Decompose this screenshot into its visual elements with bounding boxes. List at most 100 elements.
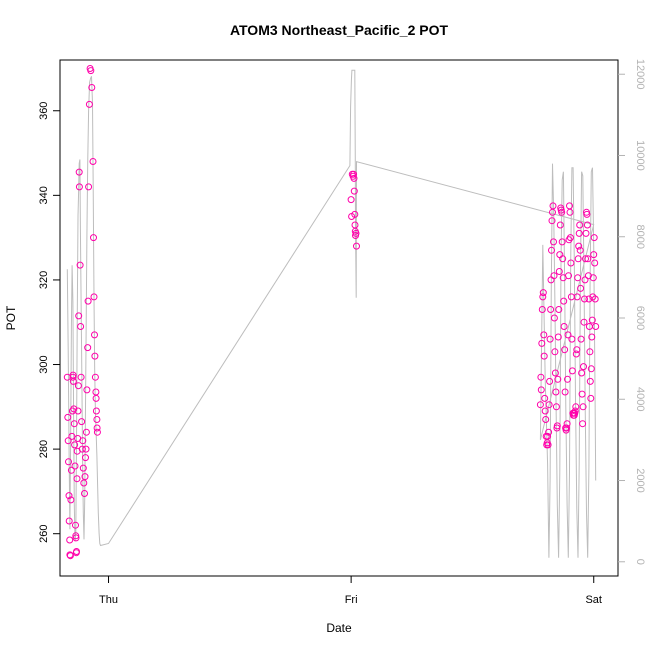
- data-point: [81, 490, 88, 497]
- data-point: [92, 388, 100, 396]
- data-point: [546, 377, 554, 385]
- x-tick-label: Thu: [99, 594, 118, 606]
- data-point: [75, 312, 83, 320]
- x-axis-label: Date: [326, 621, 352, 635]
- data-point: [559, 255, 567, 263]
- data-point: [350, 170, 358, 178]
- x-tick-label: Sat: [585, 594, 602, 606]
- data-point: [73, 475, 81, 483]
- data-point: [66, 536, 74, 544]
- data-point: [83, 386, 91, 394]
- data-point: [577, 335, 585, 343]
- y-tick-label: 300: [38, 355, 50, 373]
- y-tick-label: 340: [38, 186, 50, 204]
- data-point: [551, 369, 559, 377]
- y2-tick-label: 10000: [634, 140, 646, 171]
- data-point: [67, 466, 75, 474]
- data-point: [84, 297, 92, 305]
- data-point: [583, 221, 591, 229]
- data-point: [560, 323, 568, 330]
- data-point: [89, 158, 97, 165]
- data-point: [575, 229, 583, 237]
- plot-frame: [59, 59, 619, 577]
- data-point: [586, 348, 594, 356]
- data-point: [69, 377, 77, 385]
- data-point: [541, 407, 549, 415]
- data-point: [580, 363, 587, 371]
- data-point: [91, 373, 99, 381]
- y-axis: 260 280 300 320 340 360: [38, 102, 60, 543]
- data-point: [92, 394, 100, 402]
- data-point: [574, 274, 582, 282]
- data-point: [65, 458, 72, 466]
- data-point: [72, 534, 80, 542]
- data-point: [568, 335, 576, 343]
- data-point: [539, 289, 547, 297]
- data-point: [90, 234, 97, 242]
- y2-tick-label: 6000: [634, 306, 646, 330]
- data-point: [81, 473, 89, 481]
- data-point: [71, 462, 79, 470]
- data-point: [537, 373, 545, 381]
- data-point: [550, 272, 558, 280]
- data-point: [556, 251, 564, 259]
- x-axis: Thu Fri Sat: [99, 576, 602, 606]
- data-point: [566, 208, 574, 216]
- data-point: [583, 210, 591, 218]
- x-tick-label: Fri: [345, 594, 358, 606]
- data-point: [561, 388, 569, 396]
- data-point: [577, 284, 585, 292]
- data-point: [579, 403, 587, 411]
- data-point: [592, 323, 600, 330]
- data-point: [548, 246, 555, 254]
- data-point: [560, 297, 568, 305]
- data-point: [573, 346, 581, 354]
- y2-tick-label: 4000: [634, 387, 646, 411]
- data-point: [93, 416, 101, 423]
- data-point: [578, 369, 586, 377]
- data-point: [582, 229, 590, 237]
- data-point: [64, 437, 72, 445]
- data-point: [78, 445, 86, 453]
- data-point: [75, 183, 83, 191]
- data-point: [576, 246, 584, 254]
- data-point: [555, 268, 563, 275]
- data-point: [572, 350, 580, 358]
- data-point: [547, 306, 555, 313]
- data-point: [87, 67, 95, 75]
- data-point: [544, 432, 552, 440]
- data-point: [69, 373, 77, 381]
- data-point: [553, 422, 561, 430]
- data-point: [550, 314, 558, 322]
- data-point: [558, 208, 566, 216]
- data-point: [347, 196, 355, 204]
- y-axis-label: POT: [4, 305, 18, 330]
- data-point: [587, 365, 595, 373]
- data-point: [564, 375, 571, 383]
- data-point: [588, 333, 596, 341]
- data-point: [576, 221, 584, 229]
- data-point: [538, 339, 546, 347]
- data-point: [574, 255, 582, 263]
- data-point: [564, 331, 572, 339]
- data-point: [567, 259, 575, 267]
- data-point: [350, 187, 358, 195]
- data-point: [82, 454, 89, 462]
- data-point: [544, 441, 552, 449]
- y2-tick-label: 2000: [634, 468, 646, 492]
- data-point: [590, 234, 598, 242]
- y2-axis: 0 2000 4000 6000 8000 10000 12000: [618, 59, 646, 565]
- data-point: [74, 407, 82, 415]
- data-point: [539, 293, 547, 301]
- data-point: [74, 382, 82, 390]
- data-point: [566, 234, 574, 242]
- data-point: [552, 388, 560, 396]
- data-point: [581, 276, 589, 284]
- data-point: [78, 418, 86, 426]
- data-point: [554, 333, 562, 341]
- data-point: [538, 306, 546, 313]
- data-point: [91, 331, 98, 339]
- data-point: [587, 394, 595, 402]
- data-point: [580, 318, 588, 326]
